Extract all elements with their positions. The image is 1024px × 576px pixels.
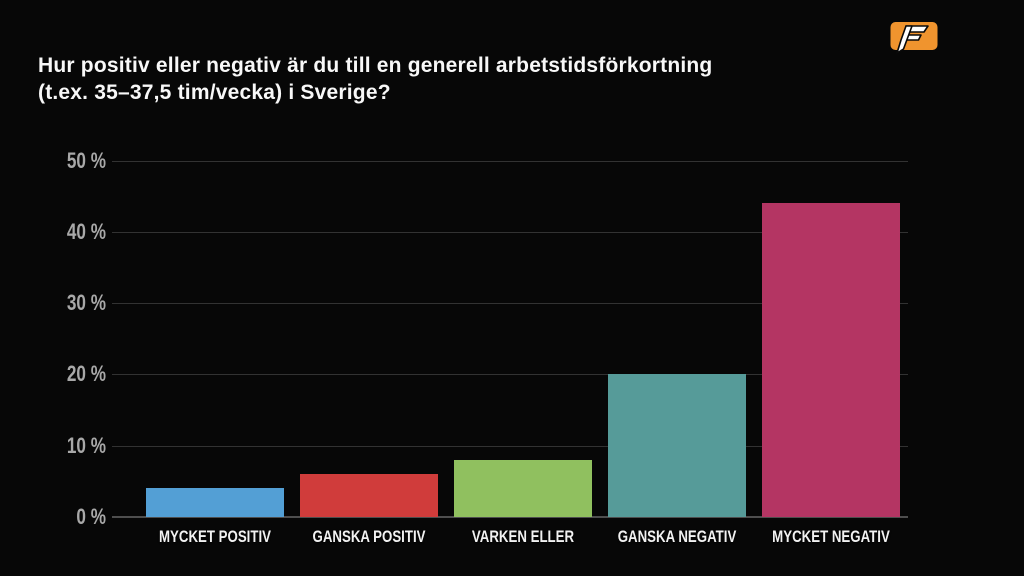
category-label-ganska-positiv: GANSKA POSITIV [312,527,426,546]
chart-title-line-1: Hur positiv eller negativ är du till en … [38,54,713,77]
bar-mycket-positiv [146,488,284,517]
y-tick-label-0: 0 % [76,504,106,529]
bar-varken-eller [454,459,592,517]
bar-ganska-positiv [300,474,438,517]
gridline-40 [112,231,908,233]
category-label-mycket-positiv: MYCKET POSITIV [159,527,271,546]
logo-letter-f [896,25,929,54]
gridline-20 [112,374,908,376]
x-axis-line [112,516,908,518]
bar-mycket-negativ [762,203,900,517]
chart-title: Hur positiv eller negativ är du till en … [38,52,712,106]
y-tick-label-50: 50 % [66,147,106,173]
gridline-30 [112,303,908,305]
chart-title-line-2: (t.ex. 35–37,5 tim/vecka) i Sverige? [38,81,391,104]
category-label-ganska-negativ: GANSKA NEGATIV [617,527,737,546]
category-label-varken-eller: VARKEN ELLER [471,527,575,546]
category-label-mycket-negativ: MYCKET NEGATIV [772,527,890,546]
gridline-10 [112,445,908,447]
y-tick-label-40: 40 % [66,218,106,244]
y-tick-label-20: 20 % [66,361,106,387]
gridline-50 [112,160,908,162]
flashback-logo [890,22,938,54]
y-tick-label-30: 30 % [66,290,106,316]
bar-ganska-negativ [608,374,746,517]
y-tick-label-10: 10 % [66,432,106,458]
